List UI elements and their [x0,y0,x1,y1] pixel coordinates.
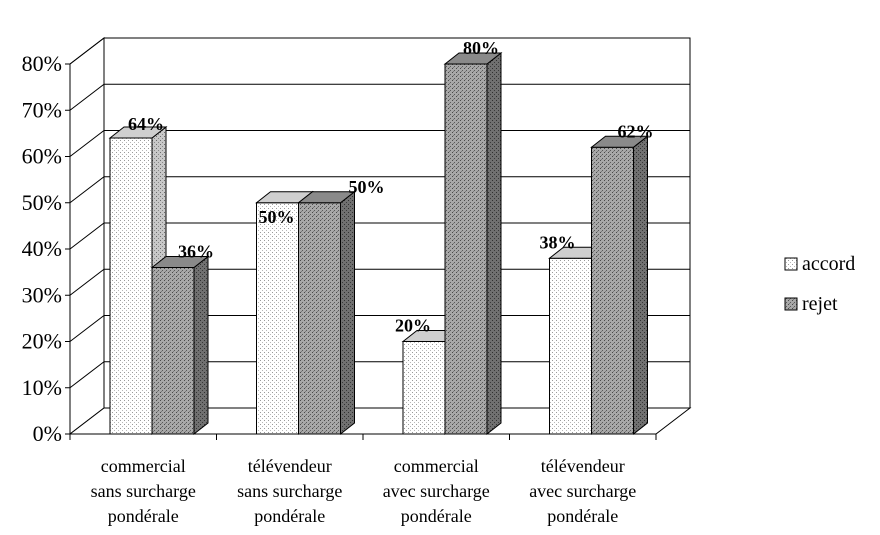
legend-swatch-rejet [784,297,798,311]
data-label: 64% [128,114,164,134]
y-tick-label: 10% [22,375,62,400]
y-tick-label: 50% [22,190,62,215]
bar-top-rejet [590,135,649,148]
x-category-label: pondérale [108,506,179,526]
x-category-label: commercial [101,456,186,476]
data-label: 50% [259,207,295,227]
bar-side-rejet [633,135,648,436]
bar-side-rejet [340,190,355,436]
data-label: 50% [349,177,385,197]
data-label: 20% [395,316,431,336]
y-tick-label: 80% [22,51,62,76]
bar-rejet [444,63,488,435]
bar-side-rejet [193,255,209,436]
x-category-label: commercial [394,456,479,476]
bar-top-rejet [443,52,503,65]
gridline [69,37,690,65]
bar-accord [256,202,299,435]
x-category-label: pondérale [254,506,325,526]
bar-rejet [151,267,195,435]
bar-rejet [591,146,634,435]
bar-top-rejet [297,191,356,204]
y-tick-label: 70% [22,97,62,122]
data-label: 38% [540,232,576,252]
bar-side-rejet [486,51,502,436]
bar-top-rejet [150,256,210,268]
data-label: 80% [463,38,499,58]
x-category-label: pondérale [547,506,618,526]
data-labels: 64% 36% 50% 50% 20% 80% 38% 62% [128,38,654,336]
x-category-label: sans surcharge [237,481,342,501]
y-tick-label: 30% [22,282,62,307]
bar-rejet [298,202,341,435]
x-axis: commercial sans surcharge pondérale téléven… [69,433,657,526]
x-category-label: sans surcharge [91,481,196,501]
x-category-label: avec surcharge [529,481,636,501]
legend: accord rejet [784,253,855,315]
data-label: 62% [618,121,654,141]
x-category-label: télévendeur [541,456,625,476]
legend-label-rejet: rejet [802,293,838,315]
x-category-label: avec surcharge [383,481,490,501]
y-tick-label: 40% [22,236,62,261]
x-category-label: télévendeur [248,456,332,476]
y-tick-label: 60% [22,144,62,169]
data-label: 36% [178,242,214,262]
x-category-label: pondérale [401,506,472,526]
y-tick-label: 0% [33,421,62,446]
legend-label-accord: accord [802,253,855,275]
legend-swatch-accord [784,257,798,271]
y-tick-label: 20% [22,329,62,354]
bar-accord [402,341,446,435]
bars [108,51,649,436]
bar-accord [549,257,592,435]
bar-top-accord [108,126,168,139]
bar-accord [109,137,153,435]
